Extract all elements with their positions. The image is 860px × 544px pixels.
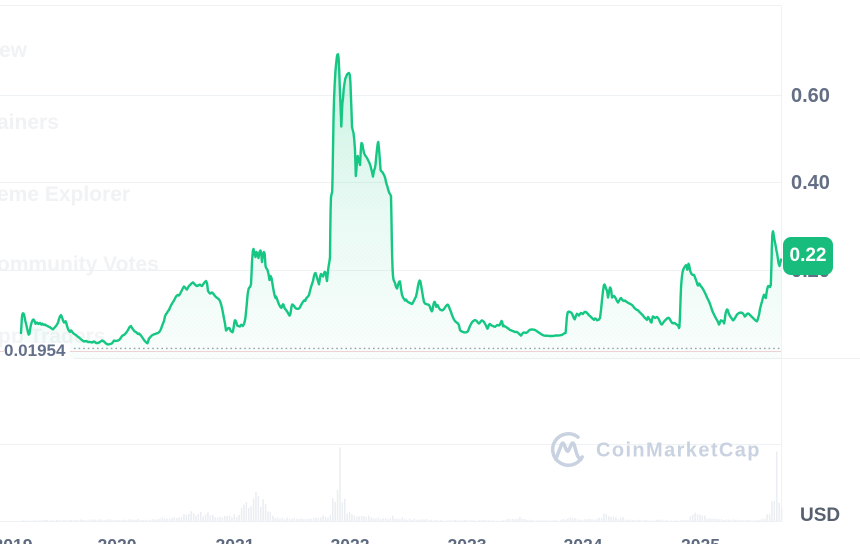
svg-text:CoinMarketCap: CoinMarketCap [596,440,761,462]
